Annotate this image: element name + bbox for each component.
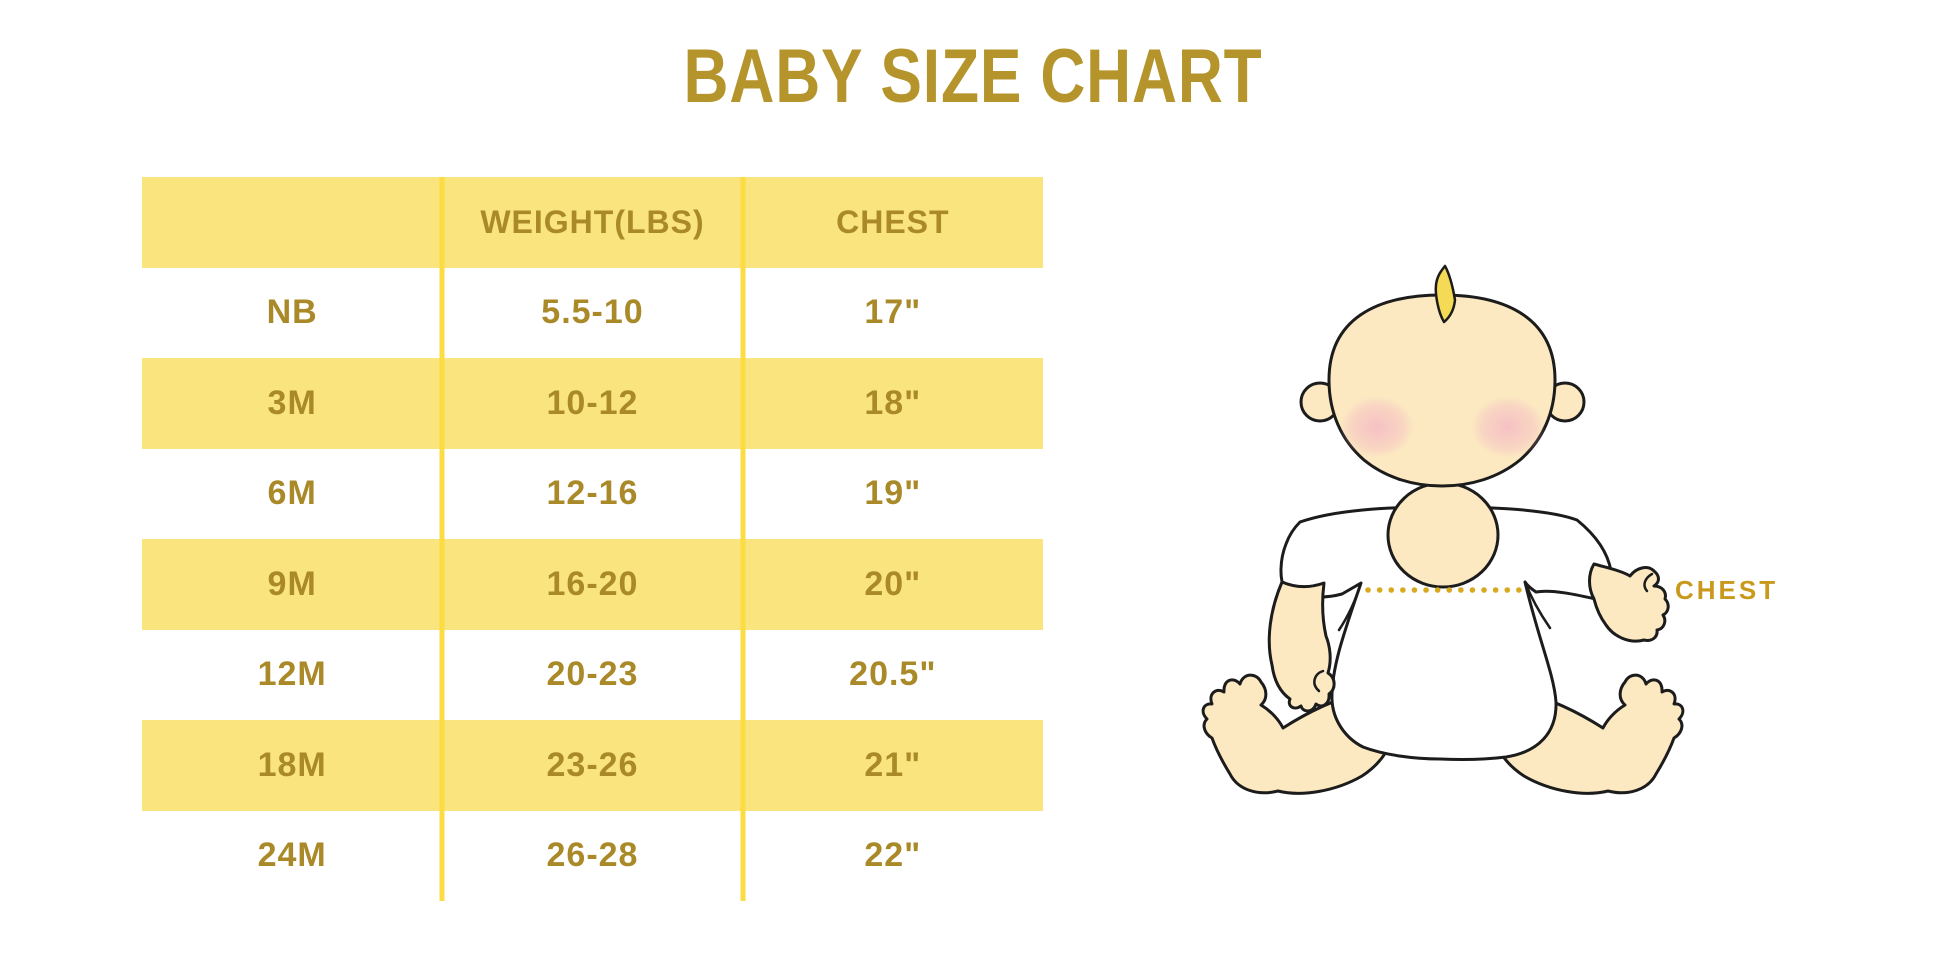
baby-head-group <box>1299 264 1586 488</box>
size-cell: 24M <box>257 836 327 875</box>
size-table: WEIGHT(LBS) CHEST NB 5.5-10 17" 3M 10-12 18" 6… <box>142 177 1043 901</box>
weight-cell: 26-28 <box>546 836 639 875</box>
baby-head <box>1327 293 1557 488</box>
chest-cell: 20" <box>864 564 922 603</box>
size-cell: 6M <box>267 474 317 513</box>
table-row-NB: NB 5.5-10 17" <box>142 268 1043 359</box>
left-armpit-notch <box>1337 581 1363 632</box>
chest-cell: 21" <box>864 745 922 784</box>
size-cell: 9M <box>267 564 317 603</box>
right-armpit-notch <box>1523 580 1552 630</box>
baby-onesie <box>1279 505 1613 762</box>
weight-cell: 10-12 <box>546 383 639 422</box>
chest-cell: 17" <box>864 293 922 332</box>
table-body: NB 5.5-10 17" 3M 10-12 18" 6M 12-16 19" 9M 16-20 20… <box>142 268 1043 902</box>
size-cell: 3M <box>267 383 317 422</box>
table-row-9M: 9M 16-20 20" <box>142 539 1043 630</box>
size-cell: NB <box>266 293 318 332</box>
size-cell: 12M <box>257 655 327 694</box>
chest-label: CHEST <box>1675 575 1778 605</box>
table-row-18M: 18M 23-26 21" <box>142 720 1043 811</box>
baby-left-arm <box>1267 580 1336 713</box>
chest-cell: 20.5" <box>849 655 937 694</box>
header-chest: CHEST <box>836 203 950 240</box>
weight-cell: 23-26 <box>546 745 639 784</box>
baby-illustration-svg: CHEST <box>1201 264 1778 795</box>
chest-cell: 19" <box>864 474 922 513</box>
header-size <box>142 177 442 268</box>
table-row-3M: 3M 10-12 18" <box>142 358 1043 449</box>
table-header-row: WEIGHT(LBS) CHEST <box>142 177 1043 268</box>
chest-cell: 22" <box>864 836 922 875</box>
baby-right-cheek <box>1471 396 1545 458</box>
page-title: BABY SIZE CHART <box>0 39 1946 115</box>
header-weight: WEIGHT(LBS) <box>480 203 705 240</box>
column-separator-1 <box>439 177 445 901</box>
table-row-12M: 12M 20-23 20.5" <box>142 630 1043 721</box>
weight-cell: 20-23 <box>546 655 639 694</box>
column-separator-2 <box>740 177 746 901</box>
page-title-text: BABY SIZE CHART <box>683 34 1263 119</box>
baby-illustration: CHEST <box>1170 250 1800 820</box>
baby-neck <box>1386 481 1500 589</box>
weight-cell: 5.5-10 <box>541 293 644 332</box>
weight-cell: 16-20 <box>546 564 639 603</box>
table-row-24M: 24M 26-28 22" <box>142 811 1043 902</box>
baby-left-cheek <box>1340 396 1414 458</box>
baby-hair-icon <box>1434 264 1457 324</box>
baby-right-fist <box>1588 562 1670 643</box>
chest-cell: 18" <box>864 383 922 422</box>
weight-cell: 12-16 <box>546 474 639 513</box>
size-cell: 18M <box>257 745 327 784</box>
table-row-6M: 6M 12-16 19" <box>142 449 1043 540</box>
